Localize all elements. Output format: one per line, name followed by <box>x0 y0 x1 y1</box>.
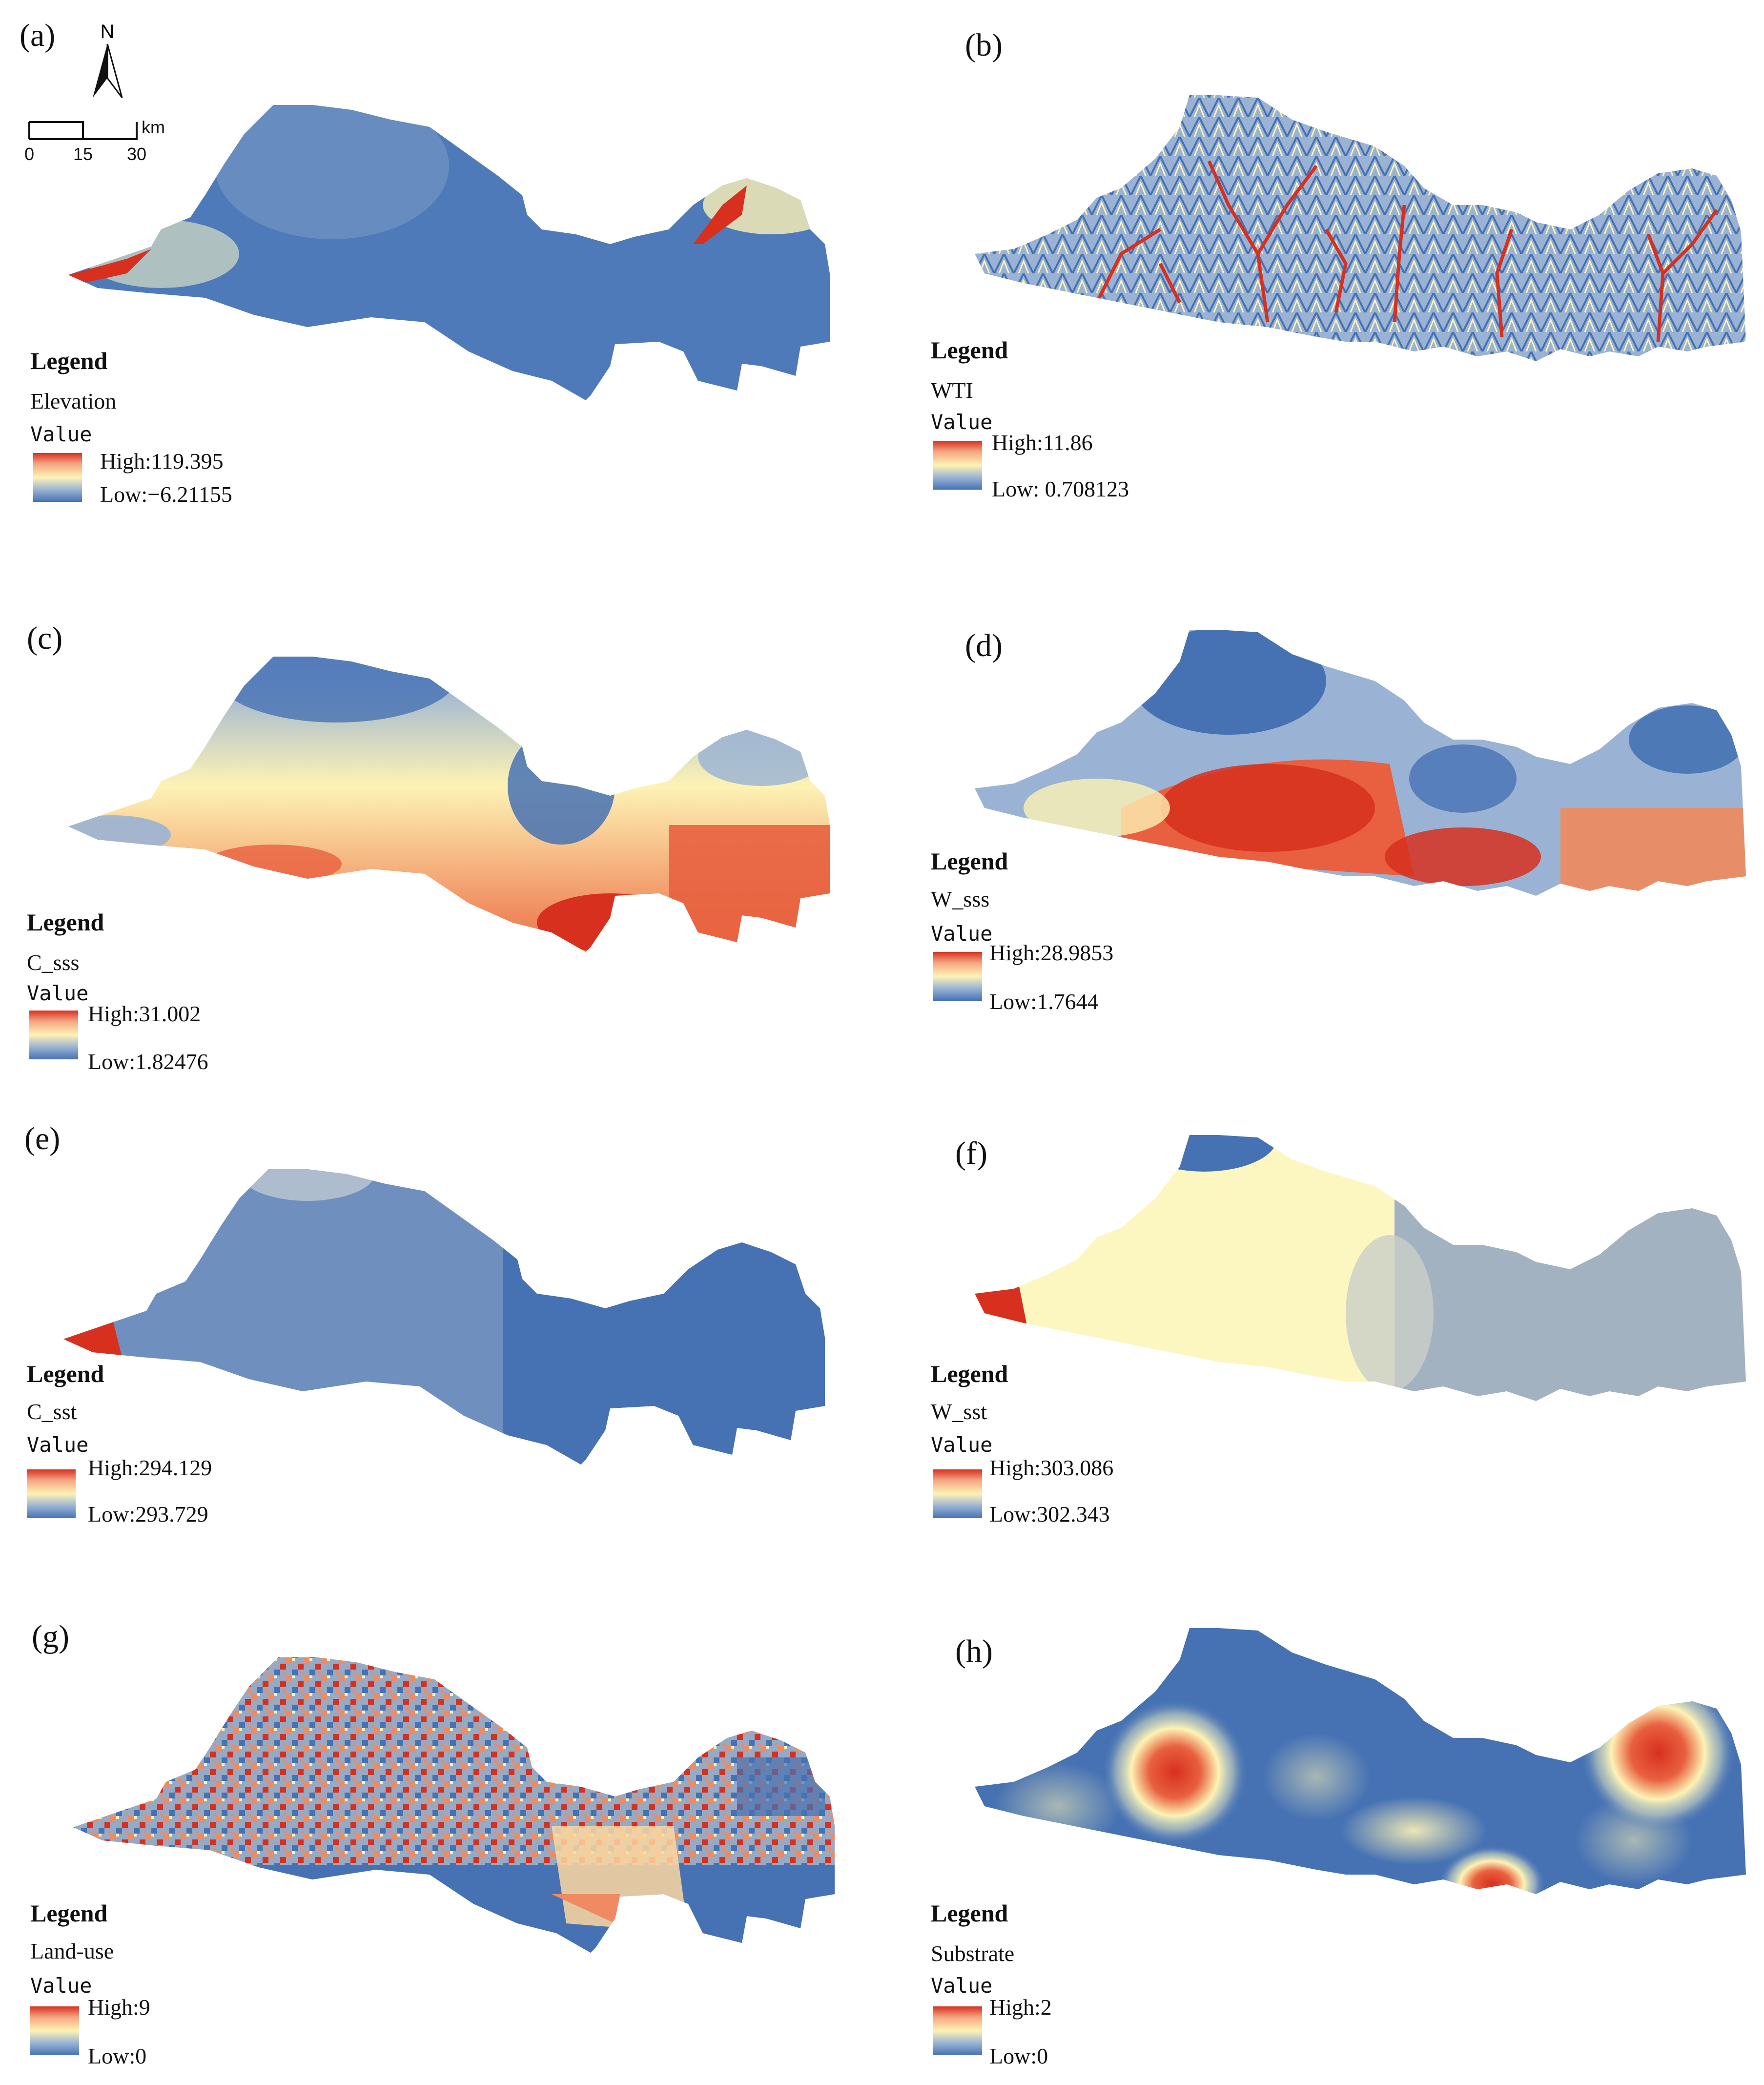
panel-label-h: (h) <box>955 1633 993 1669</box>
legend-high: High:303.086 <box>989 1455 1114 1480</box>
map-c-sss <box>68 657 830 952</box>
color-ramp <box>30 2006 79 2055</box>
panel-label-a: (a) <box>20 18 56 53</box>
scale-bar: 0 15 30 km <box>24 117 173 171</box>
panel-a: (a) N 0 15 30 km Legend Elevation Value … <box>0 0 882 521</box>
color-ramp <box>33 453 82 502</box>
value-heading: Value <box>27 1433 89 1457</box>
value-heading: Value <box>931 1974 993 1998</box>
legend-title: Legend <box>30 1899 108 1927</box>
value-heading: Value <box>27 981 89 1005</box>
layer-name: W_sst <box>931 1399 987 1424</box>
color-ramp <box>933 2006 982 2055</box>
north-label: N <box>101 21 115 42</box>
color-ramp <box>933 952 982 1001</box>
map-w-sst <box>975 1135 1746 1401</box>
layer-name: Elevation <box>30 389 117 413</box>
legend-high: High:2 <box>989 1995 1052 2020</box>
value-heading: Value <box>931 922 993 946</box>
panel-g: (g) Legend Land-use Value High:9 Low:0 <box>0 1562 882 2083</box>
legend-high: High:31.002 <box>88 1001 201 1026</box>
color-ramp <box>933 441 982 490</box>
scale-tick-15: 15 <box>73 144 93 164</box>
panel-d: (d) Legend W_sss Value High:28.9853 Low:… <box>882 561 1764 1082</box>
value-heading: Value <box>30 422 92 446</box>
panel-f: (f) Legend W_sst Value High:303.086 Low:… <box>882 1074 1764 1595</box>
legend-title: Legend <box>27 908 104 936</box>
layer-name: Land-use <box>30 1939 114 1963</box>
legend-low: Low: 0.708123 <box>992 476 1129 501</box>
layer-name: C_sss <box>27 950 80 975</box>
panel-b: (b) Legend WTI Value High:11.86 Low: 0.7… <box>882 0 1764 521</box>
legend-low: Low:1.7644 <box>989 989 1099 1014</box>
map-substrate <box>975 1628 1746 1894</box>
color-ramp <box>933 1469 982 1518</box>
legend-title: Legend <box>931 1360 1008 1387</box>
panel-c: (c) Legend C_sss Value High:31.002 Low:1… <box>0 561 882 1082</box>
panel-label-g: (g) <box>32 1619 69 1654</box>
panel-label-c: (c) <box>27 620 63 656</box>
legend-low: Low:293.729 <box>88 1502 208 1527</box>
panel-h: (h) Legend Substrate Value High:2 Low:0 <box>882 1562 1764 2083</box>
legend-high: High:119.395 <box>100 449 224 474</box>
north-arrow-icon: N <box>93 21 123 98</box>
panel-label-e: (e) <box>24 1121 61 1156</box>
layer-name: W_sss <box>931 887 990 911</box>
legend-title: Legend <box>27 1360 104 1387</box>
panel-label-b: (b) <box>965 27 1003 63</box>
layer-name: Substrate <box>931 1941 1015 1966</box>
panel-e: (e) Legend C_sst Value High:294.129 Low:… <box>0 1074 882 1595</box>
value-heading: Value <box>931 410 993 434</box>
legend-title: Legend <box>931 1899 1008 1927</box>
scale-tick-0: 0 <box>24 144 35 164</box>
panel-label-d: (d) <box>965 628 1003 663</box>
legend-title: Legend <box>30 347 108 374</box>
scale-unit: km <box>142 117 165 137</box>
legend-low: Low:−6.21155 <box>100 482 232 507</box>
map-elevation <box>68 105 830 400</box>
value-heading: Value <box>30 1974 92 1998</box>
map-land-use <box>73 1657 835 1953</box>
map-wti <box>975 95 1746 361</box>
legend-high: High:9 <box>88 1995 150 2020</box>
legend-low: Low:1.82476 <box>88 1049 208 1074</box>
panel-label-f: (f) <box>955 1135 987 1171</box>
color-ramp <box>27 1469 76 1518</box>
legend-high: High:294.129 <box>88 1455 212 1480</box>
map-w-sss <box>975 630 1746 896</box>
legend-low: Low:302.343 <box>989 1502 1110 1527</box>
legend-low: Low:0 <box>989 2044 1048 2068</box>
color-ramp <box>29 1011 78 1059</box>
legend-high: High:28.9853 <box>989 940 1114 965</box>
layer-name: WTI <box>931 378 973 403</box>
legend-title: Legend <box>931 336 1008 364</box>
layer-name: C_sst <box>27 1399 77 1424</box>
map-c-sst <box>63 1169 825 1465</box>
legend-low: Low:0 <box>88 2044 147 2068</box>
value-heading: Value <box>931 1433 993 1457</box>
legend-title: Legend <box>931 847 1008 875</box>
legend-high: High:11.86 <box>992 430 1093 455</box>
scale-tick-30: 30 <box>127 144 147 164</box>
